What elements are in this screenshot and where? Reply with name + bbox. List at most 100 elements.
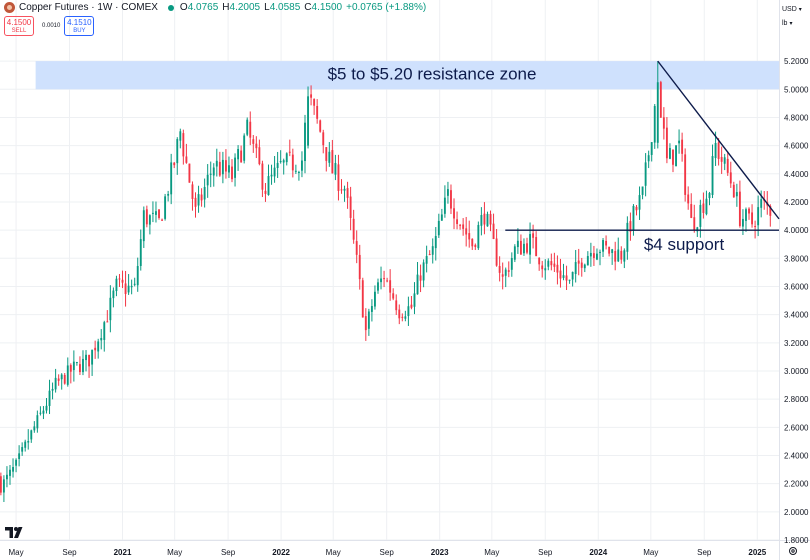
candle-body xyxy=(316,106,319,119)
y-tick-label: 2.4000 xyxy=(784,451,809,460)
candle xyxy=(322,129,325,154)
candle xyxy=(529,222,531,264)
candle xyxy=(602,238,604,258)
candle xyxy=(437,213,440,238)
candle-body xyxy=(91,349,94,365)
candle-body xyxy=(158,209,160,218)
candle xyxy=(726,151,729,176)
candle-body xyxy=(136,266,139,286)
candle xyxy=(501,262,504,290)
candle-body xyxy=(656,82,659,143)
candle xyxy=(346,181,349,209)
candle xyxy=(556,255,559,285)
sell-button[interactable]: 4.1500 SELL xyxy=(4,16,34,36)
candle-body xyxy=(653,105,656,143)
candle xyxy=(434,227,437,261)
candle-body xyxy=(106,321,109,323)
unit-selector[interactable]: lb ▾ xyxy=(782,17,804,30)
candle-body xyxy=(94,347,97,351)
candle xyxy=(395,294,398,315)
candle-body xyxy=(36,415,39,429)
candle xyxy=(690,193,693,219)
y-tick-label: 2.2000 xyxy=(784,480,809,489)
candle xyxy=(681,132,684,162)
candle-body xyxy=(425,255,428,264)
candle-body xyxy=(571,271,574,280)
candle xyxy=(471,238,474,250)
ohlc-open: O4.0765 xyxy=(179,2,219,13)
candle-body xyxy=(148,215,151,225)
candle-body xyxy=(282,160,285,163)
candle-body xyxy=(574,262,577,275)
candle-body xyxy=(121,279,124,283)
candle-body xyxy=(33,426,36,431)
candle-body xyxy=(562,275,565,278)
candle xyxy=(97,338,100,359)
spread-value: 0.0010 xyxy=(42,23,61,29)
candle-body xyxy=(687,194,690,204)
candle xyxy=(413,282,416,315)
candle-body xyxy=(264,190,267,194)
candle xyxy=(313,98,316,115)
candle-body xyxy=(301,160,303,171)
candle-body xyxy=(407,306,410,317)
candle-body xyxy=(419,275,422,281)
candle-body xyxy=(27,441,30,443)
candle xyxy=(78,356,81,375)
candle xyxy=(188,163,191,183)
candle xyxy=(465,216,468,247)
candle-body xyxy=(504,269,507,276)
candle-body xyxy=(358,254,361,280)
candle-body xyxy=(395,300,398,311)
candle-body xyxy=(285,153,288,163)
x-tick-label: 2022 xyxy=(272,548,290,557)
candle-body xyxy=(501,274,504,277)
candle xyxy=(218,151,221,177)
candle-body xyxy=(538,257,541,265)
candle-body xyxy=(194,197,197,207)
resistance-zone xyxy=(35,61,779,90)
candle-body xyxy=(735,192,738,197)
candle-body xyxy=(392,293,395,299)
gear-icon[interactable] xyxy=(788,546,798,556)
candle-body xyxy=(681,139,684,154)
candle-body xyxy=(167,193,170,196)
currency-selector[interactable]: USD ▾ xyxy=(782,3,804,16)
candle xyxy=(407,296,410,326)
candle-body xyxy=(209,173,212,175)
candle xyxy=(288,139,291,157)
candle-body xyxy=(39,412,42,414)
candle-body xyxy=(234,157,236,178)
candle-body xyxy=(401,316,404,318)
buy-button[interactable]: 4.1510 BUY xyxy=(64,16,95,36)
candle-body xyxy=(331,150,334,174)
candle-body xyxy=(596,253,598,260)
candle xyxy=(507,261,510,278)
candle xyxy=(42,406,45,420)
candle xyxy=(133,277,136,287)
candle-body xyxy=(349,196,352,218)
candle xyxy=(544,259,547,280)
symbol-title[interactable]: Copper Futures · 1W · COMEX xyxy=(19,2,158,13)
candle xyxy=(741,209,744,235)
candle-body xyxy=(197,194,200,206)
candle xyxy=(650,142,653,162)
market-status-icon xyxy=(167,4,174,11)
candle-body xyxy=(632,205,635,231)
candle-body xyxy=(437,220,440,236)
candle xyxy=(599,249,601,266)
candle xyxy=(54,368,57,393)
candle-body xyxy=(291,154,294,171)
candle xyxy=(261,160,264,198)
candle-body xyxy=(714,142,717,159)
tradingview-logo-icon[interactable] xyxy=(5,526,27,539)
candle xyxy=(720,146,723,174)
candle-body xyxy=(410,304,413,308)
candle xyxy=(142,206,145,248)
candle-body xyxy=(60,374,63,380)
candle xyxy=(419,264,422,293)
candle xyxy=(273,156,276,183)
candle xyxy=(161,218,163,221)
y-tick-label: 4.6000 xyxy=(784,142,809,151)
